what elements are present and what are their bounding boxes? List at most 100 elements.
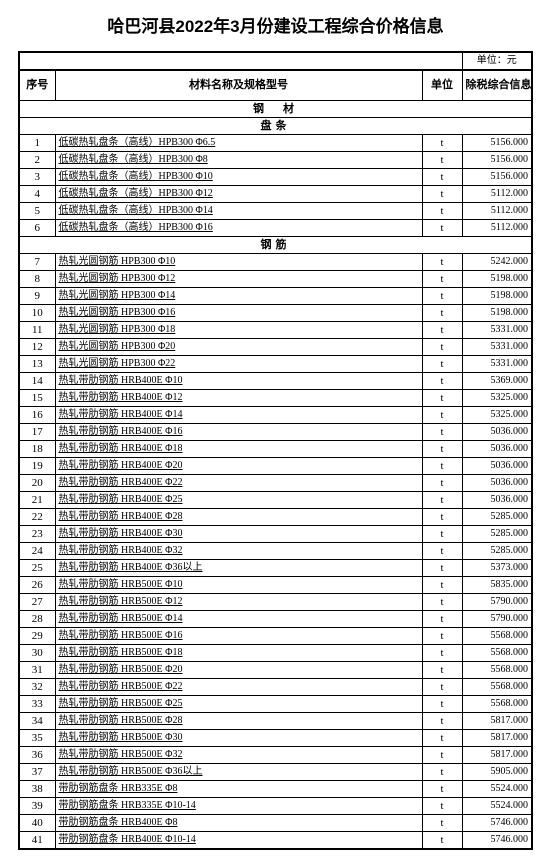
- unit-cell: t: [422, 678, 462, 695]
- table-row: 15热轧带肋钢筋 HRB400E Φ12t5325.000: [19, 389, 532, 406]
- unit-cell: t: [422, 185, 462, 202]
- name-cell: 热轧带肋钢筋 HRB500E Φ12: [55, 593, 422, 610]
- name-cell: 热轧带肋钢筋 HRB500E Φ30: [55, 729, 422, 746]
- table-row: 22热轧带肋钢筋 HRB400E Φ28t5285.000: [19, 508, 532, 525]
- section-row: 钢 材: [19, 100, 532, 117]
- price-cell: 5112.000: [462, 219, 532, 236]
- unit-cell: t: [422, 712, 462, 729]
- section-label: 盘条: [19, 117, 532, 134]
- seq-cell: 38: [19, 780, 55, 797]
- unit-cell: t: [422, 763, 462, 780]
- unit-cell: t: [422, 372, 462, 389]
- table-row: 16热轧带肋钢筋 HRB400E Φ14t5325.000: [19, 406, 532, 423]
- price-cell: 5331.000: [462, 338, 532, 355]
- unit-cell: t: [422, 525, 462, 542]
- seq-cell: 11: [19, 321, 55, 338]
- section-label: 钢 材: [19, 100, 532, 117]
- seq-cell: 30: [19, 644, 55, 661]
- unit-cell: t: [422, 695, 462, 712]
- unit-cell: t: [422, 304, 462, 321]
- name-cell: 热轧带肋钢筋 HRB500E Φ25: [55, 695, 422, 712]
- name-cell: 热轧光圆钢筋 HPB300 Φ14: [55, 287, 422, 304]
- table-row: 3低碳热轧盘条（高线）HPB300 Φ10t5156.000: [19, 168, 532, 185]
- seq-cell: 34: [19, 712, 55, 729]
- seq-cell: 5: [19, 202, 55, 219]
- unit-cell: t: [422, 542, 462, 559]
- unit-cell: t: [422, 287, 462, 304]
- name-cell: 热轧带肋钢筋 HRB400E Φ30: [55, 525, 422, 542]
- name-cell: 热轧带肋钢筋 HRB400E Φ28: [55, 508, 422, 525]
- table-row: 27热轧带肋钢筋 HRB500E Φ12t5790.000: [19, 593, 532, 610]
- name-cell: 低碳热轧盘条（高线）HPB300 Φ12: [55, 185, 422, 202]
- price-cell: 5524.000: [462, 797, 532, 814]
- price-cell: 5325.000: [462, 389, 532, 406]
- header-unit: 单位: [422, 70, 462, 100]
- price-cell: 5568.000: [462, 678, 532, 695]
- name-cell: 热轧光圆钢筋 HPB300 Φ18: [55, 321, 422, 338]
- price-cell: 5112.000: [462, 202, 532, 219]
- seq-cell: 15: [19, 389, 55, 406]
- header-price: 除税综合信息价: [462, 70, 532, 100]
- price-cell: 5036.000: [462, 423, 532, 440]
- table-row: 21热轧带肋钢筋 HRB400E Φ25t5036.000: [19, 491, 532, 508]
- section-row: 钢筋: [19, 236, 532, 253]
- name-cell: 热轧带肋钢筋 HRB400E Φ25: [55, 491, 422, 508]
- seq-cell: 37: [19, 763, 55, 780]
- price-cell: 5746.000: [462, 814, 532, 831]
- name-cell: 热轧光圆钢筋 HPB300 Φ16: [55, 304, 422, 321]
- seq-cell: 17: [19, 423, 55, 440]
- seq-cell: 7: [19, 253, 55, 270]
- seq-cell: 24: [19, 542, 55, 559]
- unit-cell: t: [422, 644, 462, 661]
- name-cell: 热轧光圆钢筋 HPB300 Φ22: [55, 355, 422, 372]
- unit-cell: t: [422, 423, 462, 440]
- name-cell: 带肋钢筋盘条 HRB400E Φ8: [55, 814, 422, 831]
- table-row: 8热轧光圆钢筋 HPB300 Φ12t5198.000: [19, 270, 532, 287]
- price-cell: 5198.000: [462, 270, 532, 287]
- seq-cell: 4: [19, 185, 55, 202]
- table-row: 39带肋钢筋盘条 HRB335E Φ10-14t5524.000: [19, 797, 532, 814]
- price-cell: 5790.000: [462, 610, 532, 627]
- table-row: 1低碳热轧盘条（高线）HPB300 Φ6.5t5156.000: [19, 134, 532, 151]
- seq-cell: 9: [19, 287, 55, 304]
- seq-cell: 40: [19, 814, 55, 831]
- table-row: 34热轧带肋钢筋 HRB500E Φ28t5817.000: [19, 712, 532, 729]
- table-row: 5低碳热轧盘条（高线）HPB300 Φ14t5112.000: [19, 202, 532, 219]
- price-cell: 5285.000: [462, 525, 532, 542]
- price-cell: 5568.000: [462, 661, 532, 678]
- section-label: 钢筋: [19, 236, 532, 253]
- price-cell: 5835.000: [462, 576, 532, 593]
- unit-cell: t: [422, 627, 462, 644]
- price-cell: 5790.000: [462, 593, 532, 610]
- seq-cell: 39: [19, 797, 55, 814]
- table-row: 12热轧光圆钢筋 HPB300 Φ20t5331.000: [19, 338, 532, 355]
- table-row: 30热轧带肋钢筋 HRB500E Φ18t5568.000: [19, 644, 532, 661]
- seq-cell: 18: [19, 440, 55, 457]
- seq-cell: 6: [19, 219, 55, 236]
- seq-cell: 3: [19, 168, 55, 185]
- name-cell: 热轧带肋钢筋 HRB400E Φ36以上: [55, 559, 422, 576]
- seq-cell: 35: [19, 729, 55, 746]
- price-cell: 5524.000: [462, 780, 532, 797]
- unit-label: 单位：元: [462, 52, 532, 70]
- seq-cell: 32: [19, 678, 55, 695]
- price-cell: 5568.000: [462, 644, 532, 661]
- unit-cell: t: [422, 576, 462, 593]
- name-cell: 低碳热轧盘条（高线）HPB300 Φ14: [55, 202, 422, 219]
- unit-cell: t: [422, 134, 462, 151]
- seq-cell: 36: [19, 746, 55, 763]
- unit-cell: t: [422, 593, 462, 610]
- table-row: 14热轧带肋钢筋 HRB400E Φ10t5369.000: [19, 372, 532, 389]
- seq-cell: 29: [19, 627, 55, 644]
- unit-row: 单位：元: [19, 52, 532, 70]
- seq-cell: 13: [19, 355, 55, 372]
- table-row: 32热轧带肋钢筋 HRB500E Φ22t5568.000: [19, 678, 532, 695]
- table-row: 18热轧带肋钢筋 HRB400E Φ18t5036.000: [19, 440, 532, 457]
- price-cell: 5568.000: [462, 627, 532, 644]
- name-cell: 热轧带肋钢筋 HRB400E Φ18: [55, 440, 422, 457]
- seq-cell: 12: [19, 338, 55, 355]
- price-cell: 5036.000: [462, 474, 532, 491]
- unit-cell: t: [422, 219, 462, 236]
- table-row: 31热轧带肋钢筋 HRB500E Φ20t5568.000: [19, 661, 532, 678]
- name-cell: 热轧带肋钢筋 HRB400E Φ12: [55, 389, 422, 406]
